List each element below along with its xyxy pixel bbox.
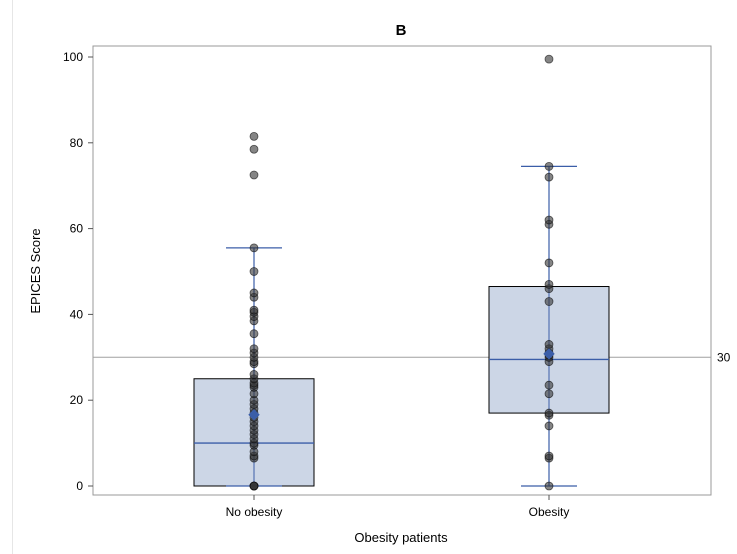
no-obesity-point [249,329,259,339]
no-obesity-x-tick-label: No obesity [226,505,283,519]
left-edge-divider [12,0,13,554]
plot-frame [92,45,712,496]
y-tick-label-40: 40 [70,307,84,321]
obesity-point [544,258,554,268]
obesity-point [544,172,554,182]
y-tick-label-0: 0 [76,479,83,493]
no-obesity-point [249,267,259,276]
no-obesity-point [249,288,259,298]
obesity-point [544,451,554,461]
obesity-x-tick-label: Obesity [529,505,570,519]
obesity-point [544,161,554,171]
obesity-point [544,340,554,349]
obesity-point [544,421,554,431]
obesity-point [544,279,554,289]
no-obesity-point [249,481,259,491]
no-obesity-point [249,170,259,180]
y-tick-label-100: 100 [63,50,83,64]
no-obesity-point [249,305,259,315]
obesity-point [544,408,554,418]
obesity-point [544,380,554,390]
y-tick-label-80: 80 [70,136,84,150]
chart-title: B [396,22,407,39]
no-obesity-mean-marker [248,409,260,421]
no-obesity-point [249,243,259,253]
y-axis-label: EPICES Score [28,228,43,313]
y-tick-label-20: 20 [70,393,84,407]
obesity-point [544,54,554,64]
obesity-point [544,389,554,399]
y-tick-label-60: 60 [70,222,84,236]
x-axis-label: Obesity patients [354,530,448,545]
no-obesity-point [249,131,259,141]
obesity-point [544,297,554,306]
obesity-mean-marker [543,348,555,360]
reference-line-label: 30 [717,350,731,364]
no-obesity-point [249,144,259,154]
obesity-point [544,215,554,225]
no-obesity-point [249,344,259,354]
obesity-point [544,481,554,491]
no-obesity-point [249,370,259,379]
